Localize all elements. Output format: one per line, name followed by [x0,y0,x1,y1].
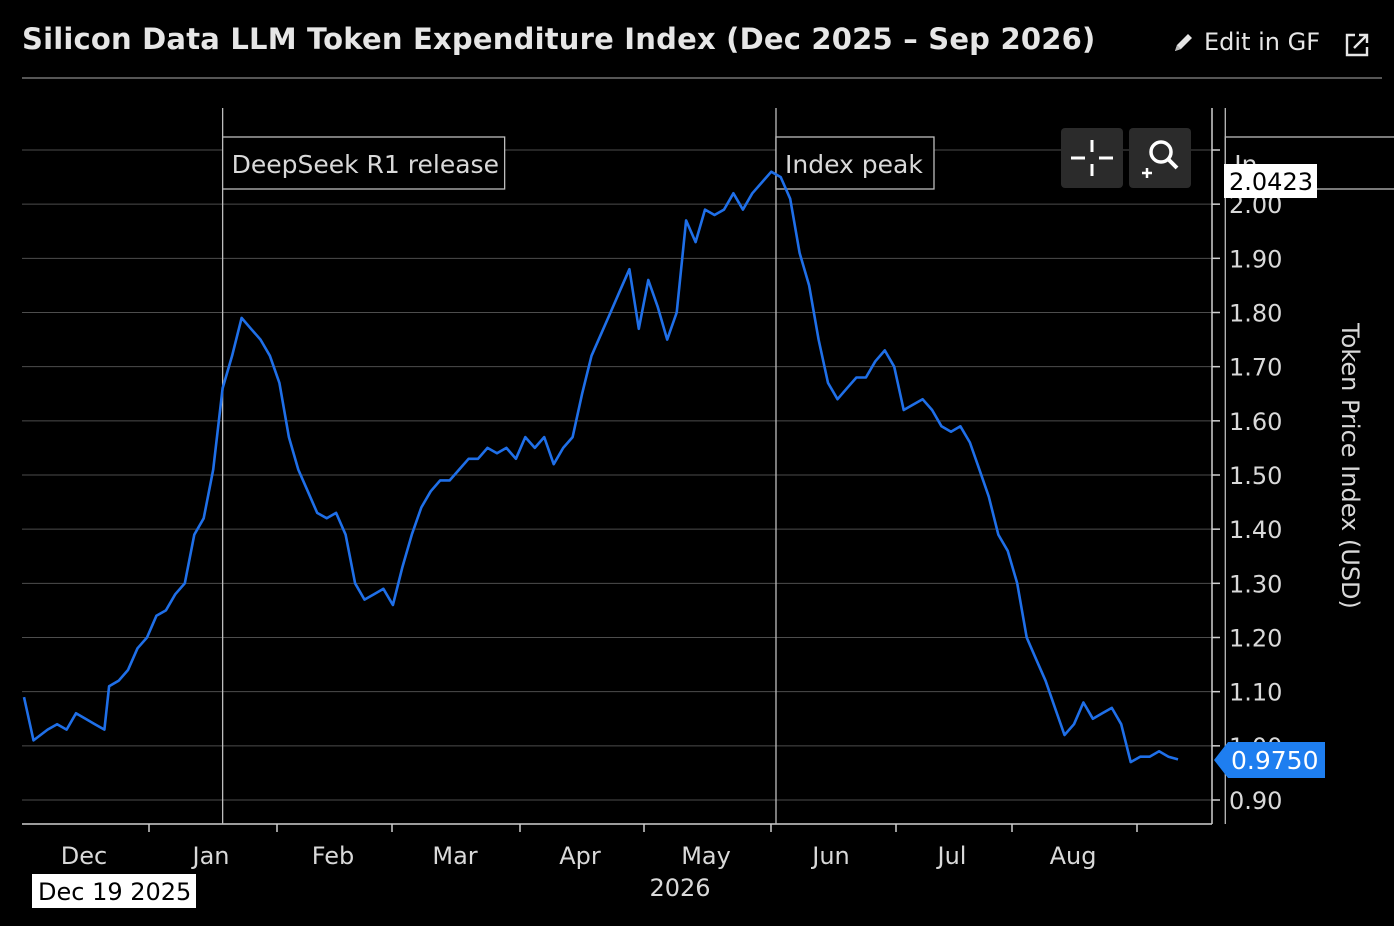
edit-in-gf-button[interactable]: Edit in GF [1172,28,1320,56]
y-tick-label: 1.50 [1229,462,1282,490]
y-tick-label: 1.80 [1229,300,1282,328]
last-value-label: 0.9750 [1231,746,1318,775]
annotation-label: DeepSeek R1 release [232,150,499,179]
pencil-icon [1175,34,1192,51]
last-value-tag [1214,742,1325,778]
y-axis-title: Token Price Index (USD) [1336,322,1364,609]
crosshair-value-box [1224,164,1317,198]
external-link-icon[interactable] [1342,30,1372,60]
chart-title: Silicon Data LLM Token Expenditure Index… [22,22,1096,56]
x-tick-label: Apr [559,842,601,870]
x-tick-label: Dec [61,842,107,870]
y-tick-label: 1.70 [1229,354,1282,382]
y-tick-label: 1.60 [1229,408,1282,436]
x-tick-label: Aug [1050,842,1097,870]
zoom-tool-button[interactable] [1129,128,1191,188]
crosshair-date: Dec 19 2025 [38,878,191,906]
crosshair-icon [1071,140,1113,176]
x-tick-label: Mar [432,842,477,870]
y-tick-label: 1.20 [1229,625,1282,653]
y-tick-label: 0.90 [1229,787,1282,815]
x-tick-label: Jan [191,842,230,870]
series-line [22,170,1179,764]
y-tick-label: 1.40 [1229,516,1282,544]
annotation-box [775,136,935,190]
y-tick-label: 1.30 [1229,570,1282,598]
crosshair-date-box [32,874,196,908]
x-tick-label: Jun [810,842,850,870]
annotation-box [221,136,506,190]
y-tick-label: 1.90 [1229,245,1282,273]
crosshair-tool-button[interactable] [1061,128,1123,188]
y-tick-label: 1.10 [1229,679,1282,707]
zoom-in-icon [1142,140,1179,178]
x-year-label: 2026 [649,874,710,902]
x-tick-label: Feb [312,842,355,870]
annotation-label: Index peak [785,150,923,179]
crosshair-value: 2.0423 [1229,168,1313,196]
x-tick-label: May [681,842,731,870]
edit-in-gf-label: Edit in GF [1204,28,1321,56]
x-tick-label: Jul [936,842,967,870]
